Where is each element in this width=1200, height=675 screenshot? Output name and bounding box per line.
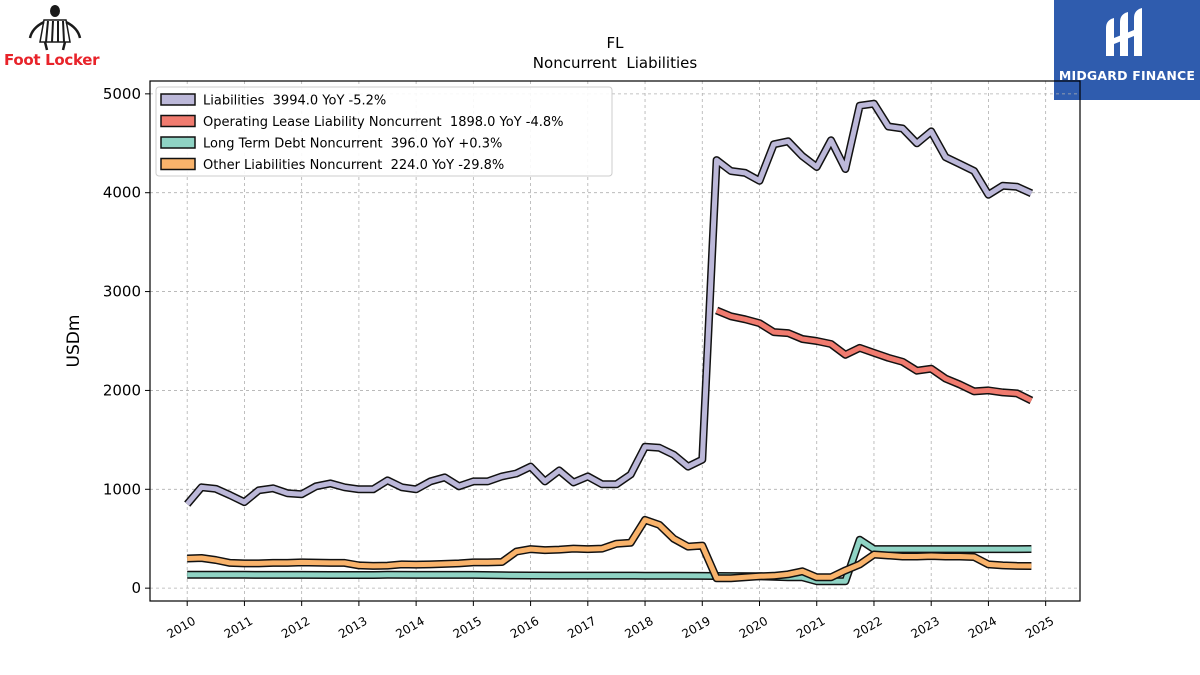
x-tick-label: 2016 <box>508 614 541 641</box>
legend-swatch-long-term-debt-noncurrent <box>160 136 196 149</box>
series-line-other-liabilities-noncurrent <box>187 517 1032 581</box>
legend-swatch-liabilities <box>160 93 196 106</box>
legend-swatch-other-liabilities-noncurrent <box>160 157 196 171</box>
x-tick-label: 2010 <box>164 614 197 641</box>
x-tick-label: 2011 <box>222 614 255 641</box>
x-tick-label: 2022 <box>851 614 884 641</box>
referee-figure-icon <box>28 5 82 51</box>
legend-box <box>155 86 613 177</box>
chart-title: FL <box>607 34 625 52</box>
midgard-emblem-icon <box>1106 8 1142 56</box>
foot-locker-logo: Foot Locker <box>0 2 112 72</box>
legend-label-liabilities: Liabilities 3994.0 YoY -5.2% <box>203 94 386 109</box>
series-lines <box>184 99 1034 586</box>
y-tick-label: 1000 <box>103 480 141 498</box>
x-tick-label: 2023 <box>908 614 941 641</box>
x-tick-label: 2013 <box>336 614 369 641</box>
x-tick-label: 2012 <box>279 614 312 641</box>
midgard-wordmark: MIDGARD FINANCE <box>1058 68 1196 83</box>
legend: Liabilities 3994.0 YoY -5.2% Operating Le… <box>155 86 613 177</box>
x-tick-label: 2018 <box>622 614 655 641</box>
y-tick-label: 4000 <box>103 184 141 202</box>
plot-frame <box>149 80 1081 602</box>
x-tick-label: 2015 <box>451 614 484 641</box>
legend-label-long-term-debt-noncurrent: Long Term Debt Noncurrent 396.0 YoY +0.3… <box>203 137 502 152</box>
x-tick-label: 2025 <box>1023 614 1056 641</box>
x-tick-label: 2024 <box>966 614 999 641</box>
y-axis-label: USDm <box>64 315 84 368</box>
x-tick-label: 2014 <box>393 614 426 641</box>
x-tick-label: 2019 <box>680 614 713 641</box>
legend-label-other-liabilities-noncurrent: Other Liabilities Noncurrent 224.0 YoY -… <box>203 158 504 173</box>
legend-label-operating-lease-liability-noncurrent: Operating Lease Liability Noncurrent 189… <box>203 115 564 130</box>
midgard-finance-logo: MIDGARD FINANCE <box>1054 0 1200 100</box>
x-tick-label: 2021 <box>794 614 827 641</box>
series-line-liabilities <box>185 101 1033 506</box>
y-tick-label: 2000 <box>103 381 141 399</box>
x-tick-label: 2020 <box>737 614 770 641</box>
x-tick-label: 2017 <box>565 614 598 641</box>
legend-swatch-operating-lease-liability-noncurrent <box>160 114 196 128</box>
y-tick-label: 0 <box>131 579 141 597</box>
series-line-long-term-debt-noncurrent <box>187 537 1032 584</box>
chart-subtitle: Noncurrent Liabilities <box>533 54 698 72</box>
y-tick-label: 3000 <box>103 283 141 301</box>
foot-locker-wordmark: Foot Locker <box>4 51 100 69</box>
series-line-operating-lease-liability-noncurrent <box>715 308 1033 403</box>
y-tick-label: 5000 <box>103 85 141 103</box>
